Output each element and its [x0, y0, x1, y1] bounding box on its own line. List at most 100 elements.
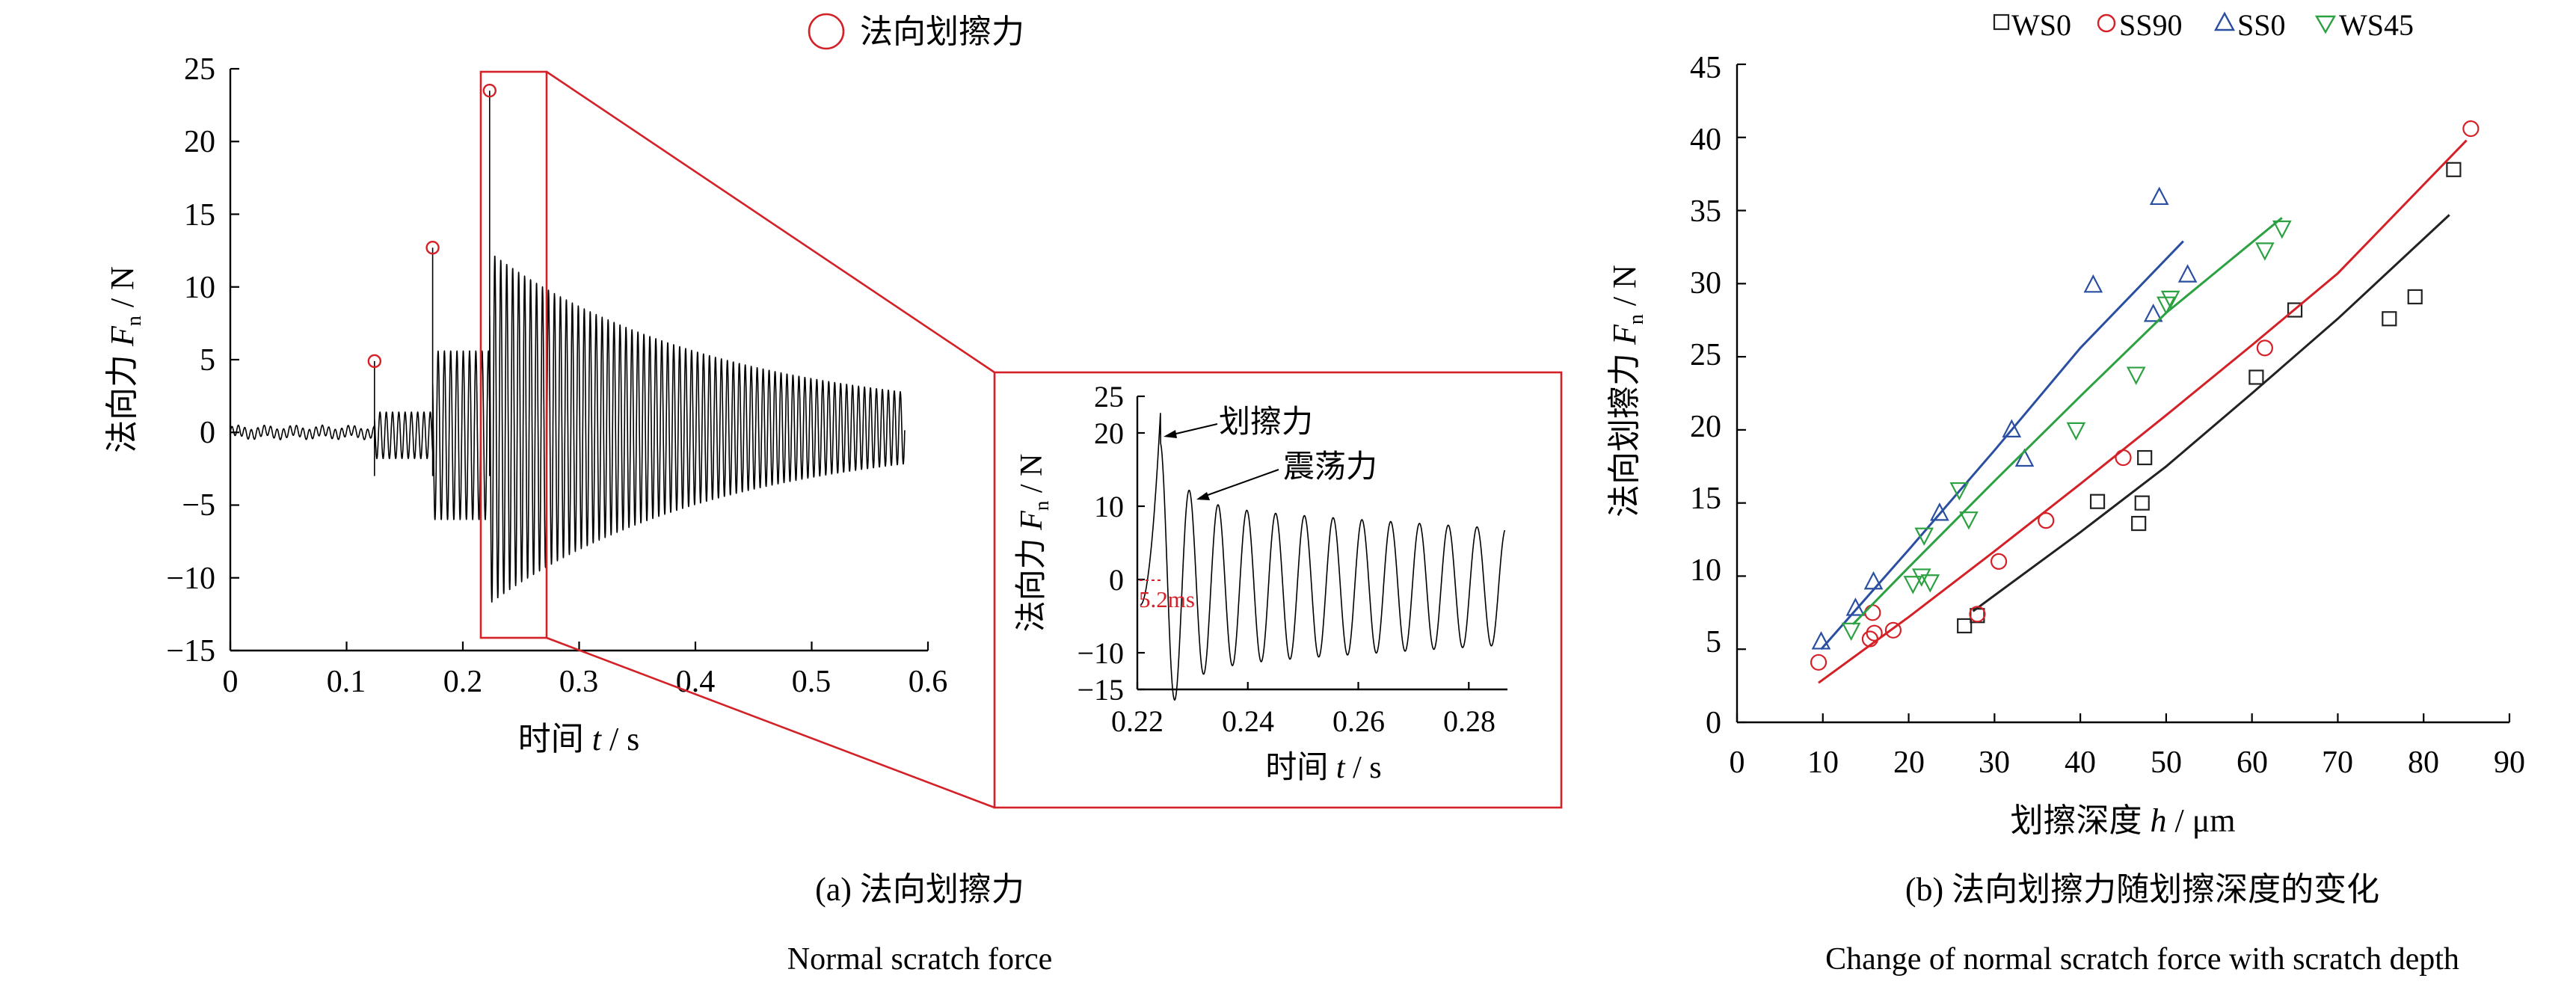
panel-b-ytick-label: 45 — [1690, 51, 1721, 85]
panel-a-xtick-label: 0.1 — [327, 665, 366, 699]
data-point-ss90 — [2256, 339, 2273, 357]
panel-a-ytick-label: 15 — [184, 198, 215, 233]
inset-x-axis-label: 时间 t / s — [1265, 751, 1381, 785]
zoom-window-rect — [479, 70, 548, 639]
data-point-ws45 — [2066, 422, 2086, 441]
fit-line-ws0 — [1972, 214, 2450, 612]
data-point-ws45 — [1903, 576, 1923, 594]
data-point-ws45 — [2160, 290, 2180, 310]
data-point-ss0 — [2177, 264, 2198, 283]
data-point-ss90 — [1810, 654, 1828, 671]
data-point-ws0 — [2446, 162, 2462, 177]
panel-a-y-axis-label: 法向力 Fn / N — [104, 266, 146, 453]
panel-b-ytick-label: 25 — [1690, 338, 1721, 372]
panel-b-ytick-label: 35 — [1690, 194, 1721, 229]
panel-a-xtick-label: 0.3 — [559, 665, 599, 699]
data-point-ws45 — [1920, 574, 1940, 593]
panel-a-ytick-label: 10 — [184, 271, 215, 305]
inset-ytick-label: 25 — [1094, 380, 1124, 414]
inset-annotation-period: 5.2ms — [1139, 586, 1195, 612]
panel-b-ytick-label: 15 — [1690, 482, 1721, 516]
inset-annotation-arrow — [1199, 469, 1279, 499]
data-point-ws45 — [2126, 366, 2146, 385]
panel-b-xtick-label: 0 — [1730, 745, 1745, 780]
inset-ytick-label: 20 — [1094, 416, 1124, 450]
inset-annotation-scratch-force: 划擦力 — [1219, 405, 1313, 440]
panel-b-xtick-label: 70 — [2322, 745, 2353, 780]
data-point-ws45 — [2255, 242, 2275, 261]
inset-xtick-label: 0.28 — [1443, 704, 1496, 738]
panel-a-ytick-label: 0 — [200, 416, 215, 450]
data-point-ss90 — [1884, 621, 1902, 639]
data-point-ws45 — [1914, 527, 1934, 547]
data-point-ss0 — [1863, 571, 1884, 590]
caption-b: (b) 法向划擦力随划擦深度的变化 — [1905, 871, 2379, 908]
data-point-ss0 — [1811, 631, 1831, 650]
panel-b-x-axis-label: 划擦深度 h / μm — [2010, 802, 2235, 839]
data-point-ws45 — [1949, 482, 1970, 501]
data-point-ss90 — [1861, 630, 1879, 648]
data-point-ss90 — [1864, 604, 1881, 621]
legend-label-normal-scratch-force: 法向划擦力 — [860, 13, 1024, 50]
panel-b-xtick-label: 80 — [2408, 745, 2439, 780]
data-point-ws0 — [2382, 311, 2397, 327]
panel-a-ytick-label: 5 — [200, 343, 215, 378]
peak-marker — [367, 354, 382, 369]
panel-a-ytick-label: −10 — [166, 562, 215, 596]
legend-marker-ws45 — [2314, 15, 2337, 34]
panel-b-ytick-label: 10 — [1690, 553, 1721, 588]
panel-b-xtick-label: 40 — [2065, 745, 2096, 780]
data-point-ss90 — [1969, 606, 1986, 623]
legend-label-ss0: SS0 — [2237, 8, 2286, 42]
data-point-ss90 — [2038, 512, 2055, 529]
caption-b-en: Change of normal scratch force with scra… — [1825, 942, 2459, 977]
caption-a: (a) 法向划擦力 — [815, 871, 1024, 908]
panel-a-xtick-label: 0.2 — [443, 665, 483, 699]
panel-a-ytick-label: 25 — [184, 52, 215, 87]
data-point-ss0 — [1930, 502, 1949, 521]
legend-label-ws0: WS0 — [2011, 8, 2071, 42]
panel-a-xtick-label: 0.6 — [909, 665, 948, 699]
inset-annotation-arrowhead — [1196, 492, 1210, 500]
data-point-ss90 — [2462, 120, 2480, 138]
peak-marker — [482, 83, 497, 98]
panel-a-ytick-label: 20 — [184, 125, 215, 159]
inset-ytick-label: 0 — [1109, 563, 1124, 597]
legend-marker-ws0 — [1993, 13, 2010, 31]
inset-ytick-label: 10 — [1094, 490, 1124, 523]
inset-ytick-label: −15 — [1077, 673, 1124, 707]
data-point-ws0 — [2131, 515, 2147, 532]
data-point-ws0 — [2089, 494, 2106, 509]
panel-a-xtick-label: 0 — [223, 665, 239, 699]
data-point-ss0 — [2149, 186, 2169, 206]
panel-a-ytick-label: −15 — [166, 634, 215, 668]
panel-b-xtick-label: 30 — [1979, 745, 2010, 780]
data-point-ss90 — [1990, 553, 2008, 570]
data-point-ws0 — [2137, 449, 2153, 466]
data-point-ss0 — [2014, 448, 2035, 467]
legend-marker-normal-scratch-force — [808, 13, 845, 50]
data-point-ss0 — [2083, 274, 2103, 293]
data-point-ws0 — [1957, 618, 1973, 634]
panel-b-ytick-label: 40 — [1690, 123, 1721, 157]
data-point-ws45 — [1959, 511, 1979, 530]
panel-a-force-signal — [230, 90, 906, 603]
inset-xtick-label: 0.24 — [1222, 704, 1274, 738]
data-point-ss0 — [2143, 304, 2163, 322]
panel-b-ytick-label: 30 — [1690, 266, 1721, 301]
data-point-ws0 — [2134, 495, 2150, 511]
panel-b-ytick-label: 0 — [1706, 706, 1721, 740]
inset-force-signal — [1140, 413, 1506, 701]
data-point-ws0 — [2287, 302, 2303, 318]
panel-a-ytick-label: −5 — [182, 488, 215, 523]
legend-label-ws45: WS45 — [2339, 8, 2414, 42]
panel-b-xtick-label: 50 — [2151, 745, 2182, 780]
caption-a-en: Normal scratch force — [787, 942, 1052, 977]
data-point-ss0 — [1845, 597, 1866, 616]
inset-annotation-oscillation-force: 震荡力 — [1283, 450, 1377, 485]
data-point-ws45 — [1911, 568, 1931, 587]
panel-b-y-axis-label: 法向划擦力 Fn / N — [1606, 265, 1648, 517]
inset-xtick-label: 0.26 — [1332, 704, 1385, 738]
fit-line-ss90 — [1818, 139, 2468, 684]
